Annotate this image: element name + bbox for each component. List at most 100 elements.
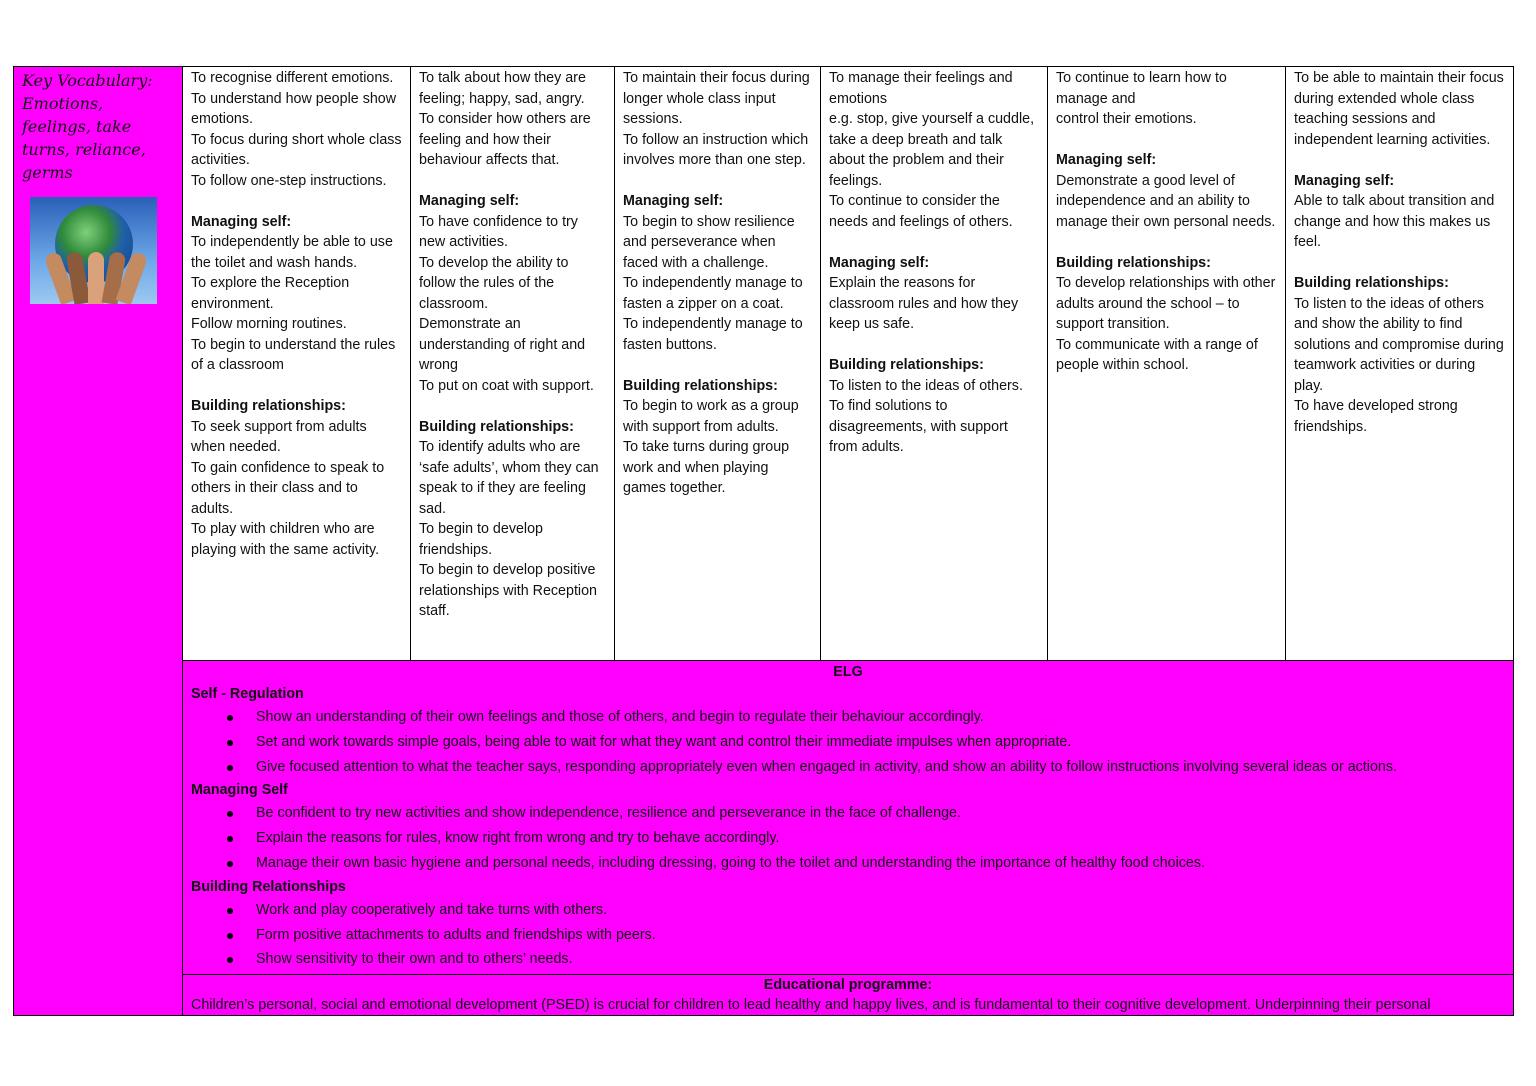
objective-text: To explore the Reception environment. <box>191 275 350 312</box>
spacer <box>1056 130 1277 151</box>
vocab-line: Emotions, <box>22 94 104 113</box>
vocab-line: feelings, take <box>22 117 132 136</box>
elg-item: Show an understanding of their own feeli… <box>191 705 1505 730</box>
section-heading: Managing self: <box>1294 172 1395 189</box>
section-heading: Managing self: <box>419 193 520 209</box>
elg-item: Set and work towards simple goals, being… <box>191 730 1505 755</box>
spacer <box>191 376 402 397</box>
section-heading: Building relationships: <box>1294 275 1449 291</box>
section-heading: Managing self: <box>829 254 930 271</box>
objective-text: To identify adults who are ‘safe adults’… <box>419 439 599 517</box>
objective-text: To have confidence to try new activities… <box>419 213 578 251</box>
elg-section-heading: Self - Regulation <box>191 686 304 702</box>
elg-item: Manage their own basic hygiene and perso… <box>191 851 1505 876</box>
objective-text: To follow an instruction which involves … <box>623 131 809 169</box>
objectives-column-4: To manage their feelings and emotions e.g… <box>821 67 1048 660</box>
objective-text: Demonstrate a good level of independence… <box>1056 172 1276 230</box>
objective-text: To develop the ability to follow the rul… <box>419 254 569 312</box>
objectives-column-5: To continue to learn how to manage and co… <box>1048 67 1286 660</box>
objective-text: Demonstrate an understanding of right an… <box>419 316 586 373</box>
objectives-column-2: To talk about how they are feeling; happ… <box>411 67 615 660</box>
objective-text: To develop relationships with other adul… <box>1056 275 1276 332</box>
spacer <box>191 191 402 212</box>
objective-text: To continue to consider the needs and fe… <box>829 193 1013 230</box>
spacer <box>1294 253 1505 274</box>
spacer <box>1294 150 1505 171</box>
objective-text: To focus during short whole class activi… <box>191 131 402 169</box>
objective-text: To understand how people show emotions. <box>191 90 397 128</box>
key-vocabulary: Key Vocabulary: Emotions, feelings, take… <box>14 67 182 186</box>
elg-item: Form positive attachments to adults and … <box>191 923 1505 948</box>
objective-text: To begin to develop friendships. <box>419 521 544 558</box>
objective-text: To begin to understand the rules of a cl… <box>191 336 396 374</box>
objective-text: To manage their feelings and emotions <box>829 70 1013 107</box>
elg-section: ELG Self - Regulation Show an understandi… <box>183 661 1513 975</box>
vocab-line: turns, reliance, <box>22 140 146 159</box>
objective-text: To be able to maintain their focus durin… <box>1294 70 1504 148</box>
objective-text: control their emotions. <box>1056 111 1197 127</box>
globe-hands-image <box>30 197 157 304</box>
objective-text: To continue to learn how to manage and <box>1056 70 1227 107</box>
objective-text: To listen to the ideas of others and sho… <box>1294 295 1504 394</box>
section-heading: Building relationships: <box>623 377 778 394</box>
objective-text: To maintain their focus during longer wh… <box>623 70 810 127</box>
spacer <box>1056 232 1277 253</box>
section-heading: Building relationships: <box>191 398 346 414</box>
objective-text: To put on coat with support. <box>419 377 594 394</box>
elg-section-heading: Managing Self <box>191 782 288 799</box>
objective-text: To gain confidence to speak to others in… <box>191 459 385 517</box>
spacer <box>623 171 812 192</box>
spacer <box>419 171 606 192</box>
objective-text: To follow one-step instructions. <box>191 172 387 189</box>
elg-title: ELG <box>833 664 863 680</box>
objective-text: To independently manage to fasten a zipp… <box>623 275 803 312</box>
objectives-column-1: To recognise different emotions. To under… <box>183 67 411 660</box>
educational-programme: Educational programme: Children’s person… <box>183 975 1513 1015</box>
objectives-column-3: To maintain their focus during longer wh… <box>615 67 821 660</box>
educational-programme-text: Children’s personal, social and emotiona… <box>191 997 1431 1013</box>
vocab-line: Key Vocabulary: <box>22 71 153 90</box>
objective-text: To play with children who are playing wi… <box>191 521 380 558</box>
elg-item: Explain the reasons for rules, know righ… <box>191 826 1505 851</box>
section-heading: Building relationships: <box>419 418 574 435</box>
educational-programme-title: Educational programme: <box>763 977 933 993</box>
elg-list: Show an understanding of their own feeli… <box>191 705 1505 779</box>
objective-text: To consider how others are feeling and h… <box>419 111 591 168</box>
objective-text: Follow morning routines. <box>191 316 347 332</box>
key-vocabulary-cell: Key Vocabulary: Emotions, feelings, take… <box>14 67 183 1015</box>
objective-text: To listen to the ideas of others. <box>829 377 1023 394</box>
objective-text: To recognise different emotions. <box>191 70 394 86</box>
objective-text: To seek support from adults when needed. <box>191 418 367 456</box>
objective-text: To take turns during group work and when… <box>623 439 790 496</box>
objectives-column-6: To be able to maintain their focus durin… <box>1286 67 1513 660</box>
objective-text: To independently manage to fasten button… <box>623 316 803 353</box>
spacer <box>829 232 1039 253</box>
objectives-row: To recognise different emotions. To under… <box>183 67 1513 661</box>
objective-text: To communicate with a range of people wi… <box>1056 336 1258 374</box>
elg-item: Show sensitivity to their own and to oth… <box>191 947 1505 972</box>
section-heading: Managing self: <box>623 193 724 209</box>
section-heading: Managing self: <box>191 213 292 230</box>
objective-text: To have developed strong friendships. <box>1294 398 1458 435</box>
spacer <box>623 355 812 376</box>
elg-item: Give focused attention to what the teach… <box>191 755 1505 780</box>
objective-text: To independently be able to use the toil… <box>191 234 393 271</box>
spacer <box>419 396 606 417</box>
vocab-line: germs <box>22 163 73 182</box>
section-heading: Managing self: <box>1056 152 1157 168</box>
elg-section-heading: Building Relationships <box>191 878 346 895</box>
section-heading: Building relationships: <box>1056 254 1211 271</box>
section-heading: Building relationships: <box>829 357 984 373</box>
objective-text: Able to talk about transition and change… <box>1294 193 1495 250</box>
objective-text: Explain the reasons for classroom rules … <box>829 275 1019 332</box>
objective-text: To begin to show resilience and persever… <box>623 213 795 271</box>
objective-text: To find solutions to disagreements, with… <box>829 398 1008 455</box>
elg-list: Work and play cooperatively and take tur… <box>191 898 1505 972</box>
objective-text: To talk about how they are feeling; happ… <box>419 70 586 107</box>
objective-text: To begin to develop positive relationshi… <box>419 562 598 619</box>
objective-text: e.g. stop, give yourself a cuddle, take … <box>829 111 1035 189</box>
objective-text: To begin to work as a group with support… <box>623 398 799 435</box>
elg-list: Be confident to try new activities and s… <box>191 801 1505 875</box>
psed-curriculum-table: Key Vocabulary: Emotions, feelings, take… <box>13 66 1514 1016</box>
elg-item: Work and play cooperatively and take tur… <box>191 898 1505 923</box>
